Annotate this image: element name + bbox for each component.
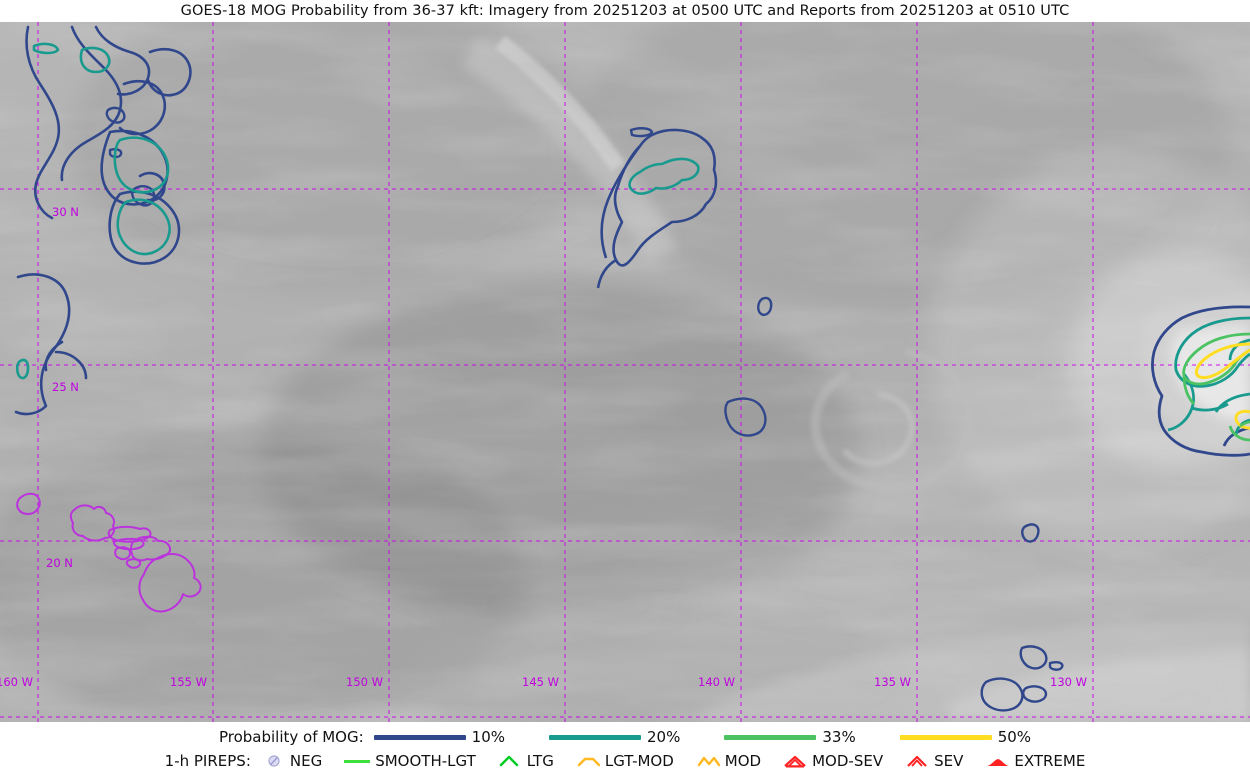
cloud-deck-southeast	[700, 619, 1250, 722]
circle-slash-icon	[261, 753, 287, 769]
chevron-icon	[498, 753, 524, 769]
legend-item-smooth-lgt[interactable]: SMOOTH-LGT	[344, 752, 498, 770]
legend: Probability of MOG: 10% 20% 33% 50% 1-h …	[0, 722, 1250, 782]
legend-item-sev-label: SEV	[934, 752, 964, 770]
peak-outline-icon	[905, 753, 931, 769]
island-lanai	[114, 546, 131, 561]
map-canvas	[0, 22, 1250, 722]
island-maui	[130, 535, 172, 562]
line-icon	[344, 759, 371, 763]
lon-label-150w: 150 W	[346, 675, 383, 689]
legend-row-pireps: 1-h PIREPS: NEG SMOOTH-LGT	[0, 748, 1250, 774]
legend-item-sev[interactable]: SEV	[905, 752, 985, 770]
contour-cluster-east	[1151, 305, 1250, 457]
legend-item-extreme[interactable]: EXTREME	[985, 752, 1085, 770]
page-title: GOES-18 MOG Probability from 36-37 kft: …	[180, 3, 1070, 19]
legend-probability-label: Probability of MOG:	[218, 728, 364, 746]
satellite-map[interactable]: 30 N 25 N 20 N 15 N 160 W 155 W 150 W 14…	[0, 22, 1250, 722]
chevron-icon	[696, 753, 722, 769]
flat-peak-icon	[576, 753, 602, 769]
legend-item-mod-sev[interactable]: MOD-SEV	[783, 752, 905, 770]
lat-label-20n: 20 N	[46, 556, 73, 570]
legend-item-mod-label: MOD	[724, 752, 762, 770]
filled-triangle-icon	[985, 753, 1011, 769]
contour-20pct	[15, 42, 700, 380]
lon-label-160w: 160 W	[0, 675, 33, 689]
legend-item-neg[interactable]: NEG	[261, 752, 344, 770]
legend-item-10pct[interactable]: 10%	[373, 728, 549, 746]
lon-label-130w: 130 W	[1050, 675, 1087, 689]
graticule	[0, 22, 1250, 722]
legend-item-mod-sev-label: MOD-SEV	[812, 752, 884, 770]
contour-50pct-east	[1194, 342, 1250, 430]
legend-item-10pct-label: 10%	[471, 728, 506, 746]
island-kahoolawe	[125, 558, 142, 569]
swatch-10pct-icon	[373, 734, 466, 740]
vortex-swirl	[810, 347, 975, 493]
legend-item-smooth-lgt-label: SMOOTH-LGT	[375, 752, 476, 770]
island-kauai	[69, 504, 116, 542]
legend-item-33pct[interactable]: 33%	[724, 728, 899, 746]
swatch-50pct-icon	[899, 734, 992, 740]
contour-10pct	[14, 25, 192, 416]
swatch-33pct-icon	[724, 734, 817, 740]
legend-item-20pct-label: 20%	[647, 728, 681, 746]
contour-10pct-central	[596, 128, 718, 289]
legend-item-lgt-mod-label: LGT-MOD	[604, 752, 674, 770]
legend-item-neg-label: NEG	[289, 752, 323, 770]
lon-label-155w: 155 W	[170, 675, 207, 689]
legend-item-33pct-label: 33%	[822, 728, 856, 746]
legend-item-50pct-label: 50%	[997, 728, 1032, 746]
house-outline-icon	[783, 753, 809, 769]
legend-item-ltg-label: LTG	[526, 752, 554, 770]
island-niihau	[16, 492, 41, 515]
legend-pireps-label: 1-h PIREPS:	[164, 752, 251, 770]
coastlines-hawaii	[16, 492, 202, 613]
legend-row-probability: Probability of MOG: 10% 20% 33% 50%	[0, 724, 1250, 750]
lat-label-30n: 30 N	[52, 205, 79, 219]
lon-label-135w: 135 W	[874, 675, 911, 689]
legend-item-extreme-label: EXTREME	[1014, 752, 1086, 770]
lon-label-145w: 145 W	[522, 675, 559, 689]
legend-item-50pct[interactable]: 50%	[899, 728, 1032, 746]
legend-item-lgt-mod[interactable]: LGT-MOD	[576, 752, 696, 770]
legend-item-20pct[interactable]: 20%	[549, 728, 724, 746]
island-hawaii	[138, 553, 202, 613]
lon-label-140w: 140 W	[698, 675, 735, 689]
lat-label-25n: 25 N	[52, 380, 79, 394]
legend-item-mod[interactable]: MOD	[696, 752, 783, 770]
swatch-20pct-icon	[549, 734, 642, 740]
legend-item-ltg[interactable]: LTG	[498, 752, 576, 770]
